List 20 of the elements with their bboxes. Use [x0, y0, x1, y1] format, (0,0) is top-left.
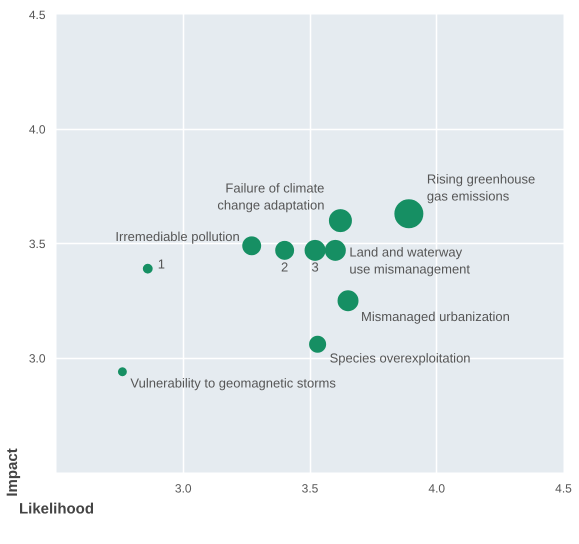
x-tick-label: 4.5 — [555, 482, 572, 496]
annotation: 2 — [281, 259, 288, 274]
annotation: Mismanaged urbanization — [361, 308, 510, 324]
x-tick-label: 3.0 — [174, 482, 192, 496]
annotation: Land and waterway use mismanagement — [349, 244, 470, 277]
y-tick-label: 3.0 — [28, 352, 46, 366]
y-tick-label: 4.0 — [28, 122, 46, 136]
y-tick-label: 3.5 — [28, 237, 46, 251]
x-tick-label: 3.5 — [302, 482, 319, 496]
annotation: Irremediable pollution — [115, 228, 240, 244]
y-axis-title: Impact — [4, 448, 21, 497]
annotation: 1 — [158, 256, 165, 272]
annotation: Species overexploitation — [330, 350, 471, 366]
annotation: Vulnerability to geomagnetic storms — [130, 376, 336, 391]
annotation: Rising greenhouse gas emissions — [426, 171, 536, 204]
annotation: Failure of climate change adaptation — [217, 180, 324, 213]
x-axis-title: Likelihood — [19, 500, 94, 518]
x-tick-label: 4.0 — [428, 482, 446, 496]
annotation: 3 — [311, 259, 319, 274]
y-tick-label: 4.5 — [28, 8, 46, 22]
